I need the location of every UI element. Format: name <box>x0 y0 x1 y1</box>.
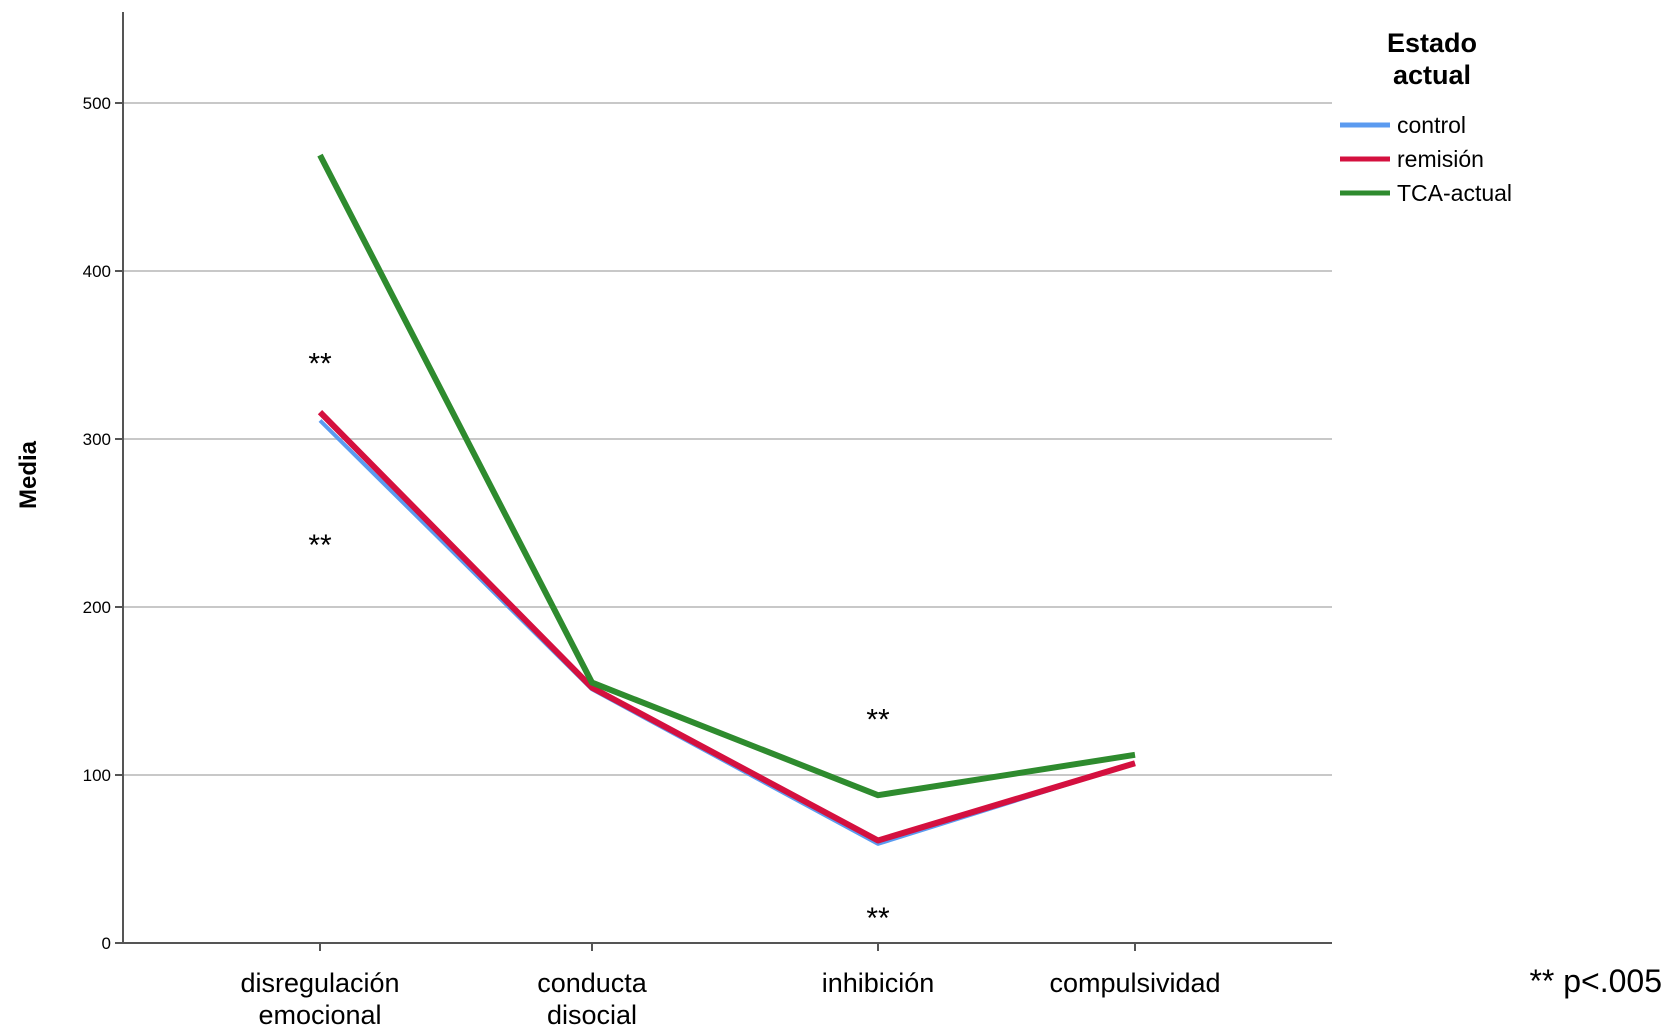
significance-marker: ** <box>866 902 890 935</box>
series-line-TCA-actual <box>317 153 1136 799</box>
legend-label: control <box>1397 112 1466 138</box>
legend-label: remisión <box>1397 146 1484 172</box>
x-category-label: conducta disocial <box>537 968 648 1028</box>
series-line-control <box>318 419 1136 846</box>
significance-marker: ** <box>308 529 332 562</box>
axes <box>115 12 1332 951</box>
axis-labels: 0 100 200 300 400 500 disregulación emocional co… <box>83 94 1221 1028</box>
legend-title: Estado actual <box>1387 28 1477 90</box>
legend-label: TCA-actual <box>1397 180 1512 206</box>
significance-marker: ** <box>866 704 890 737</box>
significance-marker: ** <box>308 347 332 380</box>
y-tick-label: 300 <box>83 430 111 449</box>
y-axis-title: Media <box>15 440 42 509</box>
y-tick-label: 0 <box>102 934 111 953</box>
series-lines <box>317 153 1136 846</box>
y-tick-label: 200 <box>83 598 111 617</box>
x-category-label: disregulación emocional <box>240 968 399 1028</box>
gridlines <box>123 102 1332 776</box>
y-tick-label: 100 <box>83 766 111 785</box>
legend: Estado actual control remisión TCA-actual <box>1340 28 1512 206</box>
significance-annotations: ** ** ** ** <box>308 347 890 934</box>
y-tick-label: 400 <box>83 262 111 281</box>
x-category-label: compulsividad <box>1049 968 1220 998</box>
series-line-remisión <box>317 409 1136 844</box>
x-category-label: inhibición <box>822 968 935 998</box>
y-tick-label: 500 <box>83 94 111 113</box>
footnote: ** p<.005 <box>1529 963 1662 999</box>
